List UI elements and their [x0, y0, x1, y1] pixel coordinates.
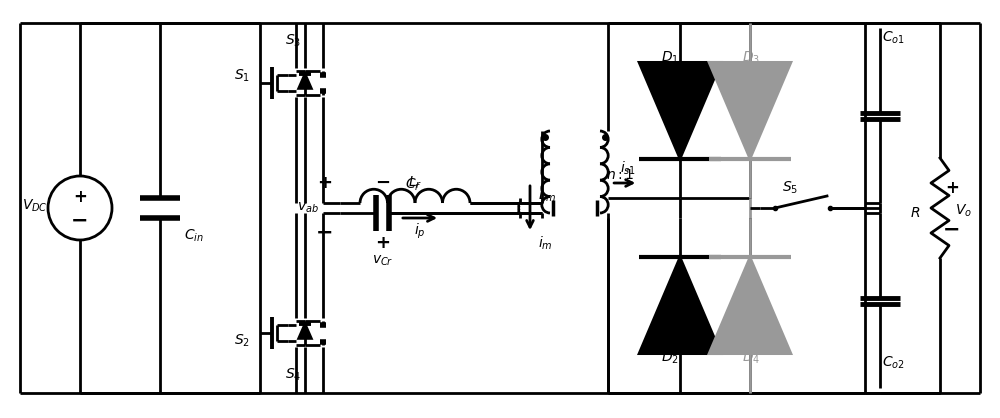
Text: $i_m$: $i_m$: [538, 234, 552, 252]
Text: −: −: [375, 174, 390, 192]
Text: $L_r$: $L_r$: [408, 175, 422, 191]
Text: $L_m$: $L_m$: [538, 188, 557, 204]
Text: −: −: [943, 220, 961, 240]
Polygon shape: [709, 62, 791, 158]
Text: $i_p$: $i_p$: [414, 222, 426, 241]
Text: $V_{DC}$: $V_{DC}$: [22, 198, 48, 214]
Polygon shape: [639, 257, 721, 354]
Text: $D_1$: $D_1$: [661, 50, 679, 66]
Text: $S_1$: $S_1$: [234, 68, 250, 84]
Text: $v_{Cr}$: $v_{Cr}$: [372, 254, 393, 268]
Text: −: −: [71, 211, 89, 231]
Text: +: +: [73, 188, 87, 206]
Text: $S_2$: $S_2$: [234, 333, 250, 349]
Text: $V_o$: $V_o$: [955, 203, 972, 219]
Text: $i_{s1}$: $i_{s1}$: [620, 159, 636, 177]
Polygon shape: [639, 62, 721, 158]
Text: $C_{o1}$: $C_{o1}$: [882, 30, 905, 46]
Text: +: +: [318, 174, 332, 192]
Text: $D_4$: $D_4$: [742, 350, 760, 366]
Text: −: −: [316, 223, 334, 243]
Text: +: +: [945, 179, 959, 197]
Text: $C_{o2}$: $C_{o2}$: [882, 355, 905, 371]
Text: $S_3$: $S_3$: [285, 33, 301, 49]
Text: +: +: [375, 234, 390, 252]
Text: $D_2$: $D_2$: [661, 350, 679, 366]
Text: $S_5$: $S_5$: [782, 180, 798, 196]
Text: $D_3$: $D_3$: [742, 50, 760, 66]
Text: $S_4$: $S_4$: [285, 367, 301, 383]
Polygon shape: [299, 74, 311, 88]
Text: $C_{in}$: $C_{in}$: [184, 228, 204, 244]
Text: $v_{ab}$: $v_{ab}$: [297, 201, 319, 215]
Text: $R$: $R$: [910, 206, 920, 220]
Polygon shape: [299, 324, 311, 339]
Polygon shape: [709, 257, 791, 354]
Text: $C_r$: $C_r$: [405, 177, 421, 193]
Text: $n:1$: $n:1$: [606, 168, 635, 182]
